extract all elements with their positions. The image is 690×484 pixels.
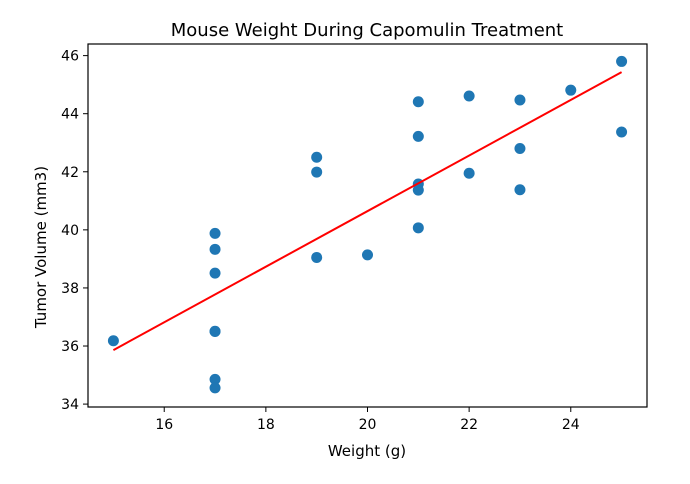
scatter-point	[209, 267, 221, 279]
chart-title: Mouse Weight During Capomulin Treatment	[171, 20, 563, 41]
scatter-point	[412, 184, 424, 196]
scatter-point	[412, 96, 424, 108]
plot-frame	[87, 43, 648, 408]
scatter-point	[616, 126, 628, 138]
scatter-point	[514, 94, 526, 106]
y-tick-label: 38	[61, 281, 79, 297]
y-tick-label: 36	[61, 339, 79, 355]
scatter-point	[311, 251, 323, 263]
axes: 16 18 20 22 24 34 36 38 40 42 44 46	[61, 43, 648, 433]
scatter-point	[209, 243, 221, 255]
x-axis-label: Weight (g)	[328, 442, 406, 460]
y-axis-label: Tumor Volume (mm3)	[32, 166, 50, 329]
x-tick-label: 16	[155, 417, 173, 433]
scatter-point	[463, 167, 475, 179]
y-tick-label: 34	[61, 397, 79, 413]
scatter-point	[412, 130, 424, 142]
y-tick-label: 40	[61, 223, 79, 239]
scatter-point	[463, 90, 475, 102]
scatter-point	[311, 151, 323, 163]
scatter-point	[209, 382, 221, 394]
scatter-point	[209, 373, 221, 385]
scatter-point	[616, 55, 628, 67]
x-tick-label: 18	[257, 417, 275, 433]
x-tick-label: 20	[359, 417, 377, 433]
scatter-point	[209, 227, 221, 239]
y-tick-label: 46	[61, 49, 79, 65]
scatter-point	[362, 249, 373, 261]
x-tick-label: 24	[562, 417, 580, 433]
x-tick-label: 22	[460, 417, 478, 433]
y-tick-label: 44	[61, 107, 79, 123]
data-marks	[107, 55, 628, 394]
regression-line	[112, 71, 623, 351]
scatter-point	[565, 84, 577, 96]
scatter-point	[514, 184, 526, 196]
scatter-point	[311, 166, 323, 178]
y-tick-label: 42	[61, 165, 79, 181]
scatter-point	[209, 325, 221, 337]
scatter-point	[107, 335, 119, 347]
scatter-point	[412, 222, 424, 234]
scatter-point	[514, 143, 526, 155]
